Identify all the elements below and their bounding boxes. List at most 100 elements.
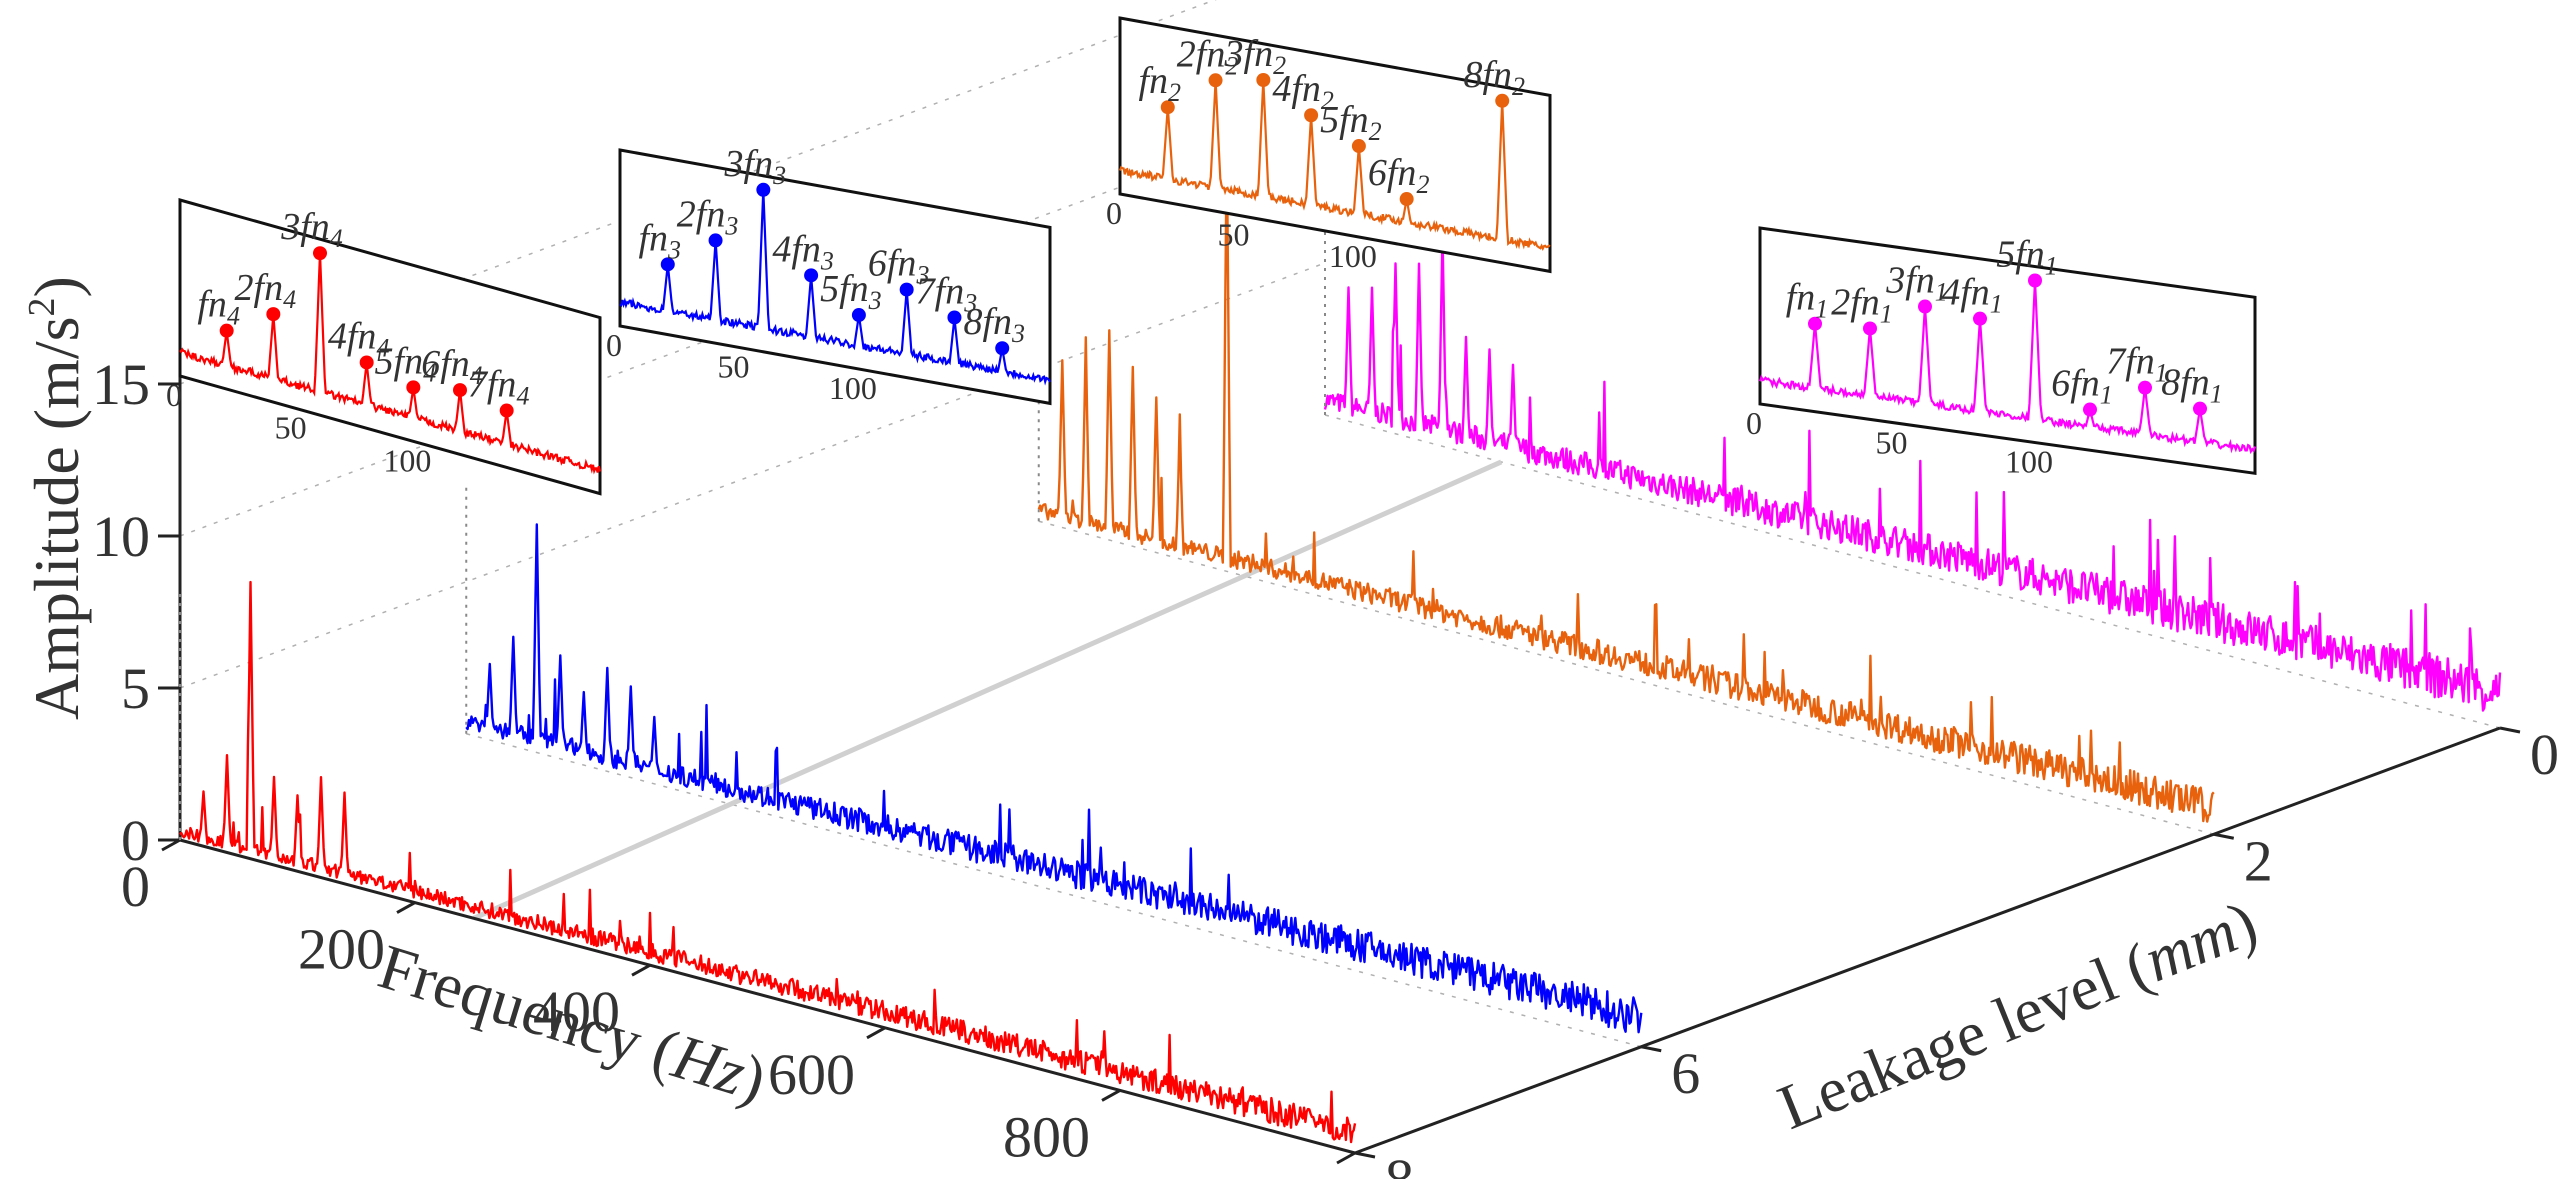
inset-tick-label-0-0: 0 bbox=[166, 377, 182, 413]
grid-line-leak-2 bbox=[466, 733, 1642, 1048]
inset-peak-marker-3-2 bbox=[1918, 299, 1932, 314]
leak-tick-label-0: 0 bbox=[2530, 722, 2559, 787]
series-line-8mm bbox=[179, 580, 1357, 1144]
inset-peak-label-2-6: 8fn2 bbox=[1463, 54, 1525, 101]
inset-peak-marker-3-4 bbox=[2028, 273, 2042, 288]
inset-peak-marker-3-5 bbox=[2083, 402, 2097, 417]
inset-tick-label-2-2: 100 bbox=[1329, 238, 1377, 274]
freq-tick-label-0: 0 bbox=[121, 854, 150, 919]
series-line-0mm bbox=[1323, 232, 2502, 712]
inset-tick-label-2-1: 50 bbox=[1217, 217, 1249, 253]
inset-frame-1 bbox=[618, 148, 1052, 406]
inset-peak-label-3-6: 7fn1 bbox=[2106, 341, 2168, 388]
amplitude-axis-label: Amplitude (m/s2) bbox=[21, 276, 92, 720]
freq-tick-label-5: 1000 bbox=[1209, 1167, 1325, 1179]
inset-line-3 bbox=[1758, 280, 2257, 455]
inset-peak-label-3-3: 4fn1 bbox=[1941, 272, 2003, 319]
frequency-axis-line bbox=[179, 838, 1356, 1155]
amp-tick-label-3: 15 bbox=[92, 352, 150, 417]
amp-tick-label-0: 0 bbox=[121, 808, 150, 873]
inset-peak-label-2-4: 5fn2 bbox=[1320, 99, 1382, 146]
inset-peak-marker-1-5 bbox=[899, 282, 914, 297]
leakage-axis-label: Leakage level (mm) bbox=[1769, 887, 2267, 1143]
inset-peak-label-0-5: 6fn4 bbox=[421, 343, 483, 390]
inset-peak-label-0-6: 7fn4 bbox=[468, 364, 530, 411]
freq-tick-label-1: 200 bbox=[298, 917, 385, 982]
inset-tick-label-2-0: 0 bbox=[1106, 195, 1122, 231]
leak-tick-mark-2 bbox=[1640, 1045, 1662, 1053]
inset-peak-label-3-5: 6fn1 bbox=[2051, 363, 2113, 410]
freq-tick-mark-2 bbox=[631, 963, 651, 977]
inset-peak-label-0-1: 2fn4 bbox=[235, 267, 297, 314]
grid-line-leak-1 bbox=[1038, 520, 2214, 835]
floor-line bbox=[472, 459, 1503, 921]
inset-peak-label-3-0: fn1 bbox=[1786, 277, 1829, 324]
inset-peak-marker-2-3 bbox=[1304, 108, 1319, 123]
inset-frame-2 bbox=[1118, 16, 1552, 274]
freq-tick-mark-1 bbox=[396, 901, 416, 914]
inset-peak-marker-0-1 bbox=[266, 307, 281, 322]
freq-tick-label-3: 600 bbox=[768, 1042, 855, 1107]
inset-peak-marker-3-7 bbox=[2193, 401, 2207, 416]
series-line-2mm bbox=[1037, 135, 2215, 823]
inset-tick-label-0-2: 100 bbox=[383, 442, 431, 478]
inset-peak-label-1-3: 4fn3 bbox=[772, 228, 834, 275]
inset-tick-label-1-1: 50 bbox=[717, 349, 749, 385]
inset-peak-label-1-2: 3fn3 bbox=[724, 143, 787, 190]
leak-tick-mark-3 bbox=[1354, 1151, 1376, 1159]
inset-peak-marker-1-2 bbox=[756, 182, 771, 197]
inset-peak-marker-0-2 bbox=[313, 246, 327, 261]
freq-tick-mark-5 bbox=[1336, 1151, 1356, 1165]
axes: 020040060080010000268051015 bbox=[92, 323, 2559, 1179]
freq-tick-mark-4 bbox=[1101, 1089, 1121, 1102]
inset-peak-label-1-5: 6fn3 bbox=[868, 243, 930, 290]
inset-peak-marker-2-5 bbox=[1399, 192, 1414, 207]
inset-peak-label-2-5: 6fn2 bbox=[1368, 152, 1430, 199]
inset-peak-marker-0-5 bbox=[453, 383, 467, 398]
inset-peak-marker-2-0 bbox=[1160, 100, 1175, 115]
amp-tick-label-1: 5 bbox=[121, 656, 150, 721]
inset-peak-label-0-0: fn4 bbox=[197, 284, 240, 331]
grid-lines bbox=[179, 0, 2501, 1048]
inset-frame-3 bbox=[1758, 226, 2257, 476]
inset-peak-marker-1-0 bbox=[660, 257, 675, 272]
leak-tick-mark-0 bbox=[2499, 726, 2521, 734]
inset-tick-label-1-0: 0 bbox=[606, 327, 622, 363]
inset-tick-label-3-0: 0 bbox=[1746, 405, 1762, 441]
inset-tick-label-1-2: 100 bbox=[829, 370, 877, 406]
leak-tick-mark-1 bbox=[2213, 832, 2235, 840]
inset-peak-marker-1-4 bbox=[851, 308, 866, 323]
inset-tick-label-0-1: 50 bbox=[275, 410, 307, 446]
inset-peak-marker-3-6 bbox=[2138, 380, 2152, 395]
freq-tick-label-4: 800 bbox=[1003, 1104, 1090, 1169]
inset-frame-0 bbox=[178, 198, 602, 496]
inset-peak-label-1-4: 5fn3 bbox=[820, 268, 882, 315]
inset-peak-marker-2-6 bbox=[1495, 93, 1510, 108]
frequency-axis-label: Frequency (Hz) bbox=[371, 930, 774, 1115]
inset-line-2 bbox=[1118, 79, 1551, 251]
inset-peak-label-0-2: 3fn4 bbox=[280, 206, 343, 253]
inset-peak-label-3-7: 8fn1 bbox=[2161, 362, 2223, 409]
inset-peak-marker-1-3 bbox=[804, 268, 819, 283]
inset-peak-marker-2-4 bbox=[1351, 139, 1366, 154]
series-line-6mm bbox=[465, 523, 1643, 1034]
inset-peak-marker-3-3 bbox=[1973, 311, 1987, 326]
inset-peak-marker-2-2 bbox=[1256, 73, 1271, 87]
inset-peak-marker-3-1 bbox=[1863, 321, 1877, 336]
inset-peak-label-1-1: 2fn3 bbox=[677, 193, 739, 240]
zoom-insets: fn42fn43fn44fn45fn46fn47fn4050100fn32fn3… bbox=[166, 16, 2257, 496]
inset-peak-label-0-3: 4fn4 bbox=[328, 315, 390, 362]
inset-peak-label-2-2: 3fn2 bbox=[1224, 33, 1287, 80]
inset-peak-label-3-4: 5fn1 bbox=[1996, 234, 2058, 281]
inset-peak-marker-1-7 bbox=[995, 341, 1010, 356]
inset-peak-marker-0-4 bbox=[406, 380, 421, 395]
inset-peak-label-3-2: 3fn1 bbox=[1885, 260, 1948, 307]
inset-peak-label-1-0: fn3 bbox=[638, 217, 681, 264]
inset-peak-label-3-1: 2fn1 bbox=[1831, 281, 1893, 328]
amp-tick-label-2: 10 bbox=[92, 504, 150, 569]
